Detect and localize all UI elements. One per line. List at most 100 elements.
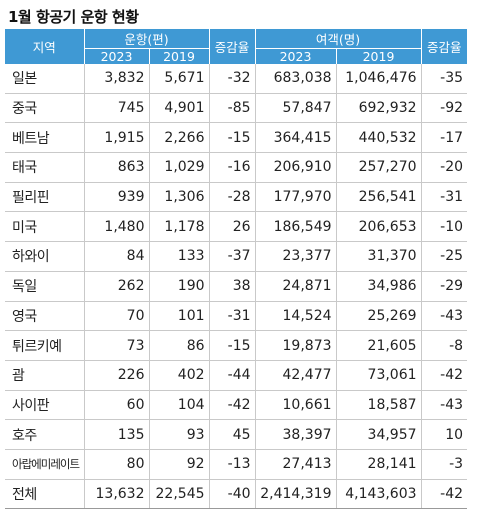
passengers-2019-cell: 257,270 xyxy=(335,152,422,183)
passengers-2023-cell: 24,871 xyxy=(254,271,337,302)
flights-2019-cell: 93 xyxy=(148,419,210,450)
page-title: 1월 항공기 운항 현황 xyxy=(8,8,139,26)
flights-2019-cell: 4,901 xyxy=(148,93,210,124)
passengers-change-cell: -10 xyxy=(420,211,468,243)
passengers-change-cell: -43 xyxy=(420,390,468,421)
table-row: 호주 135 93 45 38,397 34,957 10 xyxy=(5,419,468,450)
flights-2019-cell: 402 xyxy=(148,360,210,391)
flights-2019-cell: 190 xyxy=(148,271,210,302)
passengers-2019-cell: 692,932 xyxy=(335,93,422,124)
passengers-2023-cell: 27,413 xyxy=(254,449,337,480)
passengers-2019-cell: 256,541 xyxy=(335,182,422,213)
total-row: 전체 13,632 22,545 -40 2,414,319 4,143,603 -42 xyxy=(5,478,468,510)
header-flights-2019: 2019 xyxy=(148,48,210,64)
flights-2019-cell: 86 xyxy=(148,330,210,361)
passengers-2023-cell: 683,038 xyxy=(254,64,337,94)
region-cell: 아랍에미레이트 xyxy=(5,449,84,480)
passengers-change-cell: -35 xyxy=(420,64,468,94)
passengers-2019-cell: 34,957 xyxy=(335,419,422,450)
region-cell: 사이판 xyxy=(5,390,84,421)
flights-2019-cell: 1,306 xyxy=(148,182,210,213)
flights-2019-cell: 104 xyxy=(148,390,210,421)
passengers-change-cell: -42 xyxy=(420,360,468,391)
table-row: 중국 745 4,901 -85 57,847 692,932 -92 xyxy=(5,93,468,124)
flights-change-cell: -16 xyxy=(208,152,256,183)
flights-2019-cell: 5,671 xyxy=(148,64,210,94)
passengers-change-cell: -8 xyxy=(420,330,468,361)
flights-change-cell: -37 xyxy=(208,241,256,272)
table-row: 일본 3,832 5,671 -32 683,038 1,046,476 -35 xyxy=(5,64,468,94)
passengers-2023-cell: 206,910 xyxy=(254,152,337,183)
table-row: 아랍에미레이트 80 92 -13 27,413 28,141 -3 xyxy=(5,449,468,480)
region-cell: 괌 xyxy=(5,360,84,391)
flights-2023-cell: 745 xyxy=(83,93,149,124)
region-cell: 호주 xyxy=(5,419,84,450)
passengers-change-cell: -42 xyxy=(420,478,468,510)
table-row: 하와이 84 133 -37 23,377 31,370 -25 xyxy=(5,241,468,272)
passengers-2019-cell: 206,653 xyxy=(335,211,422,243)
flights-change-cell: -40 xyxy=(208,478,256,510)
flights-change-cell: -28 xyxy=(208,182,256,213)
flights-change-cell: -85 xyxy=(208,93,256,124)
passengers-2019-cell: 440,532 xyxy=(335,122,422,154)
region-cell: 영국 xyxy=(5,301,84,332)
flights-2019-cell: 101 xyxy=(148,301,210,332)
passengers-2019-cell: 31,370 xyxy=(335,241,422,272)
table-body: 일본 3,832 5,671 -32 683,038 1,046,476 -35 중국 745 4… xyxy=(5,64,468,510)
flights-change-cell: -13 xyxy=(208,449,256,480)
region-cell: 전체 xyxy=(5,478,84,510)
flights-2023-cell: 60 xyxy=(83,390,149,421)
flights-2019-cell: 22,545 xyxy=(148,478,210,510)
table-row: 독일 262 190 38 24,871 34,986 -29 xyxy=(5,271,468,302)
flights-2023-cell: 13,632 xyxy=(83,478,149,510)
table-row: 베트남 1,915 2,266 -15 364,415 440,532 -17 xyxy=(5,122,468,154)
region-cell: 하와이 xyxy=(5,241,84,272)
table-row: 태국 863 1,029 -16 206,910 257,270 -20 xyxy=(5,152,468,183)
table-row: 사이판 60 104 -42 10,661 18,587 -43 xyxy=(5,390,468,421)
region-cell: 튀르키예 xyxy=(5,330,84,361)
passengers-2019-cell: 4,143,603 xyxy=(335,478,422,510)
flights-2023-cell: 70 xyxy=(83,301,149,332)
flights-change-cell: -15 xyxy=(208,330,256,361)
passengers-2023-cell: 2,414,319 xyxy=(254,478,337,510)
passengers-change-cell: -31 xyxy=(420,182,468,213)
flights-change-cell: -15 xyxy=(208,122,256,154)
passengers-2019-cell: 18,587 xyxy=(335,390,422,421)
region-cell: 중국 xyxy=(5,93,84,124)
region-cell: 독일 xyxy=(5,271,84,302)
flights-2023-cell: 135 xyxy=(83,419,149,450)
header-passengers-2019: 2019 xyxy=(335,48,422,64)
passengers-change-cell: 10 xyxy=(420,419,468,450)
flights-2023-cell: 84 xyxy=(83,241,149,272)
passengers-2023-cell: 10,661 xyxy=(254,390,337,421)
table-row: 영국 70 101 -31 14,524 25,269 -43 xyxy=(5,301,468,332)
passengers-2023-cell: 19,873 xyxy=(254,330,337,361)
flights-2023-cell: 1,480 xyxy=(83,211,149,243)
flights-2019-cell: 1,178 xyxy=(148,211,210,243)
passengers-2023-cell: 57,847 xyxy=(254,93,337,124)
passengers-change-cell: -29 xyxy=(420,271,468,302)
region-cell: 미국 xyxy=(5,211,84,243)
flights-change-cell: 26 xyxy=(208,211,256,243)
header-passengers-change: 증감율 xyxy=(420,29,468,64)
flights-2023-cell: 226 xyxy=(83,360,149,391)
header-flights-change: 증감율 xyxy=(208,29,256,64)
passengers-2019-cell: 25,269 xyxy=(335,301,422,332)
flights-2023-cell: 939 xyxy=(83,182,149,213)
flights-2023-cell: 863 xyxy=(83,152,149,183)
table-row: 미국 1,480 1,178 26 186,549 206,653 -10 xyxy=(5,211,468,243)
flights-change-cell: -32 xyxy=(208,64,256,94)
passengers-2019-cell: 1,046,476 xyxy=(335,64,422,94)
header-passengers: 여객(명) xyxy=(254,29,422,49)
flights-change-cell: 38 xyxy=(208,271,256,302)
region-cell: 필리핀 xyxy=(5,182,84,213)
passengers-2023-cell: 364,415 xyxy=(254,122,337,154)
region-cell: 일본 xyxy=(5,64,84,94)
passengers-2019-cell: 34,986 xyxy=(335,271,422,302)
passengers-change-cell: -17 xyxy=(420,122,468,154)
table-row: 괌 226 402 -44 42,477 73,061 -42 xyxy=(5,360,468,391)
flight-status-table: 지역 운항(편) 증감율 여객(명) 증감율 2023 2019 2023 20… xyxy=(5,29,468,510)
passengers-2023-cell: 14,524 xyxy=(254,301,337,332)
flights-change-cell: -44 xyxy=(208,360,256,391)
passengers-2023-cell: 42,477 xyxy=(254,360,337,391)
